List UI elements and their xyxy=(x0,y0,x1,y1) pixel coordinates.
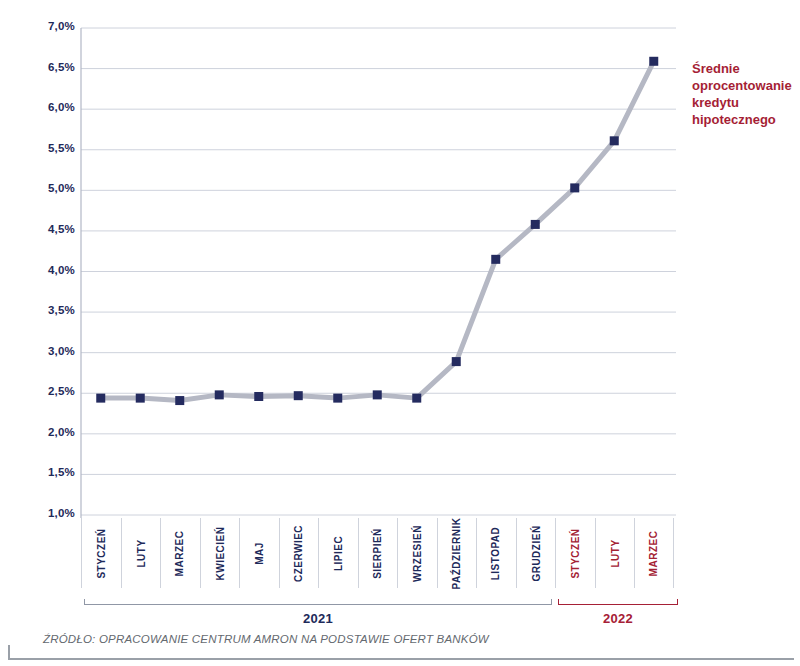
y-tick-label: 2,0% xyxy=(0,426,75,438)
data-point-marker xyxy=(96,394,105,403)
y-tick-label: 6,0% xyxy=(0,101,75,113)
x-tick-cell: STYCZEŃ xyxy=(81,518,121,588)
y-tick-label: 5,5% xyxy=(0,142,75,154)
x-tick-label: MARZEC xyxy=(648,530,659,576)
x-tick-cell: WRZESIEŃ xyxy=(397,518,437,588)
x-tick-cell: STYCZEŃ xyxy=(555,518,595,588)
x-tick-label: WRZESIEŃ xyxy=(412,525,423,582)
page-divider xyxy=(8,658,794,660)
y-tick-label: 1,0% xyxy=(0,507,75,519)
y-tick-label: 5,0% xyxy=(0,182,75,194)
x-tick-cell: KWIECIEŃ xyxy=(200,518,240,588)
data-point-marker xyxy=(175,396,184,405)
x-tick-label: LUTY xyxy=(135,539,146,567)
x-tick-cell: MAJ xyxy=(239,518,279,588)
x-tick-label: SIERPIEŃ xyxy=(372,528,383,579)
x-tick-label: LUTY xyxy=(609,539,620,567)
x-tick-label: PAŹDZIERNIK xyxy=(451,517,462,589)
x-tick-label: LIPIEC xyxy=(333,535,344,570)
chart-root: 7,0% 6,5% 6,0% 5,5% 5,0% 4,5% 4,0% 3,5% 3,0% 2,5%… xyxy=(0,0,800,666)
x-tick-cell: GRUDZIEŃ xyxy=(516,518,556,588)
y-tick-label: 1,5% xyxy=(0,466,75,478)
x-tick-cell: CZERWIEC xyxy=(279,518,319,588)
y-tick-label: 4,5% xyxy=(0,223,75,235)
data-point-marker xyxy=(373,390,382,399)
x-tick-cell: MARZEC xyxy=(160,518,200,588)
plot-area xyxy=(0,0,800,600)
data-point-marker xyxy=(294,391,303,400)
y-tick-label: 4,0% xyxy=(0,264,75,276)
x-tick-cell: SIERPIEŃ xyxy=(358,518,398,588)
x-tick-label: MAJ xyxy=(254,542,265,565)
series-label: Średnie oprocentowanie kredytu hipoteczn… xyxy=(692,60,800,128)
year-label-2022: 2022 xyxy=(558,611,678,626)
data-point-marker xyxy=(649,57,658,66)
data-point-marker xyxy=(333,394,342,403)
year-bracket-2021 xyxy=(84,599,552,605)
x-tick-label: STYCZEŃ xyxy=(96,528,107,578)
x-tick-label: LISTOPAD xyxy=(491,526,502,580)
y-tick-label: 2,5% xyxy=(0,385,75,397)
data-point-marker xyxy=(570,183,579,192)
year-bracket-2022 xyxy=(558,599,678,605)
data-point-marker xyxy=(491,255,500,264)
data-point-marker xyxy=(531,220,540,229)
x-tick-label: STYCZEŃ xyxy=(570,528,581,578)
x-tick-cell: LUTY xyxy=(121,518,161,588)
data-point-marker xyxy=(412,394,421,403)
x-tick-cell: LUTY xyxy=(595,518,635,588)
x-tick-cell: MARZEC xyxy=(634,518,674,588)
data-point-marker xyxy=(452,357,461,366)
data-point-marker xyxy=(254,392,263,401)
y-tick-label: 6,5% xyxy=(0,61,75,73)
data-point-marker xyxy=(136,394,145,403)
x-tick-label: KWIECIEŃ xyxy=(214,526,225,580)
data-point-marker xyxy=(215,390,224,399)
data-point-marker xyxy=(610,136,619,145)
source-note: ŹRÓDŁO: OPRACOWANIE CENTRUM AMRON NA POD… xyxy=(43,633,489,645)
y-tick-label: 3,5% xyxy=(0,304,75,316)
x-tick-label: GRUDZIEŃ xyxy=(530,525,541,581)
y-tick-label: 7,0% xyxy=(0,20,75,32)
x-tick-label: CZERWIEC xyxy=(293,524,304,581)
x-tick-cell: LISTOPAD xyxy=(476,518,516,588)
x-tick-label: MARZEC xyxy=(175,530,186,576)
year-label-2021: 2021 xyxy=(84,611,552,626)
x-tick-cell: PAŹDZIERNIK xyxy=(437,518,477,588)
y-tick-label: 3,0% xyxy=(0,345,75,357)
x-tick-cell: LIPIEC xyxy=(318,518,358,588)
